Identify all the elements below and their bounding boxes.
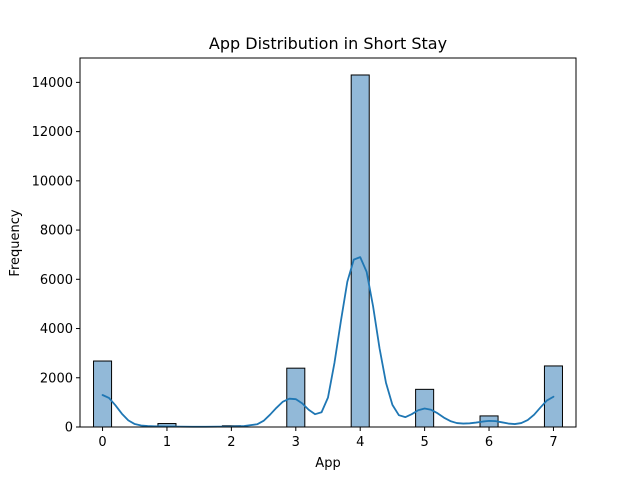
x-tick-label: 0 xyxy=(98,435,106,450)
x-axis-label: App xyxy=(315,456,340,471)
y-tick-label: 14000 xyxy=(32,76,73,91)
y-tick-label: 6000 xyxy=(40,273,73,288)
chart-title: App Distribution in Short Stay xyxy=(209,34,447,53)
x-tick-label: 2 xyxy=(227,435,235,450)
x-tick-label: 3 xyxy=(292,435,300,450)
y-tick-label: 8000 xyxy=(40,224,73,239)
bars-layer xyxy=(93,74,563,428)
x-tick-label: 4 xyxy=(356,435,364,450)
y-tick-label: 0 xyxy=(65,421,73,436)
x-tick-label: 5 xyxy=(420,435,428,450)
x-axis-ticks: 0 1 2 3 4 5 6 7 xyxy=(98,427,558,450)
kde-line xyxy=(101,256,555,428)
x-tick-label: 1 xyxy=(163,435,171,450)
x-tick-label: 7 xyxy=(549,435,557,450)
y-tick-label: 2000 xyxy=(40,371,73,386)
y-axis-ticks: 0 2000 4000 6000 8000 10000 12000 14000 xyxy=(32,76,80,436)
y-axis-label: Frequency xyxy=(8,209,23,276)
y-tick-label: 12000 xyxy=(32,125,73,140)
kde-layer xyxy=(101,256,555,428)
histogram-bar-0 xyxy=(93,360,113,428)
y-tick-label: 4000 xyxy=(40,322,73,337)
y-tick-label: 10000 xyxy=(32,174,73,189)
plot-frame xyxy=(79,57,577,428)
histogram-bar-3 xyxy=(286,367,306,428)
histogram-bar-4 xyxy=(350,74,370,428)
x-tick-label: 6 xyxy=(485,435,493,450)
